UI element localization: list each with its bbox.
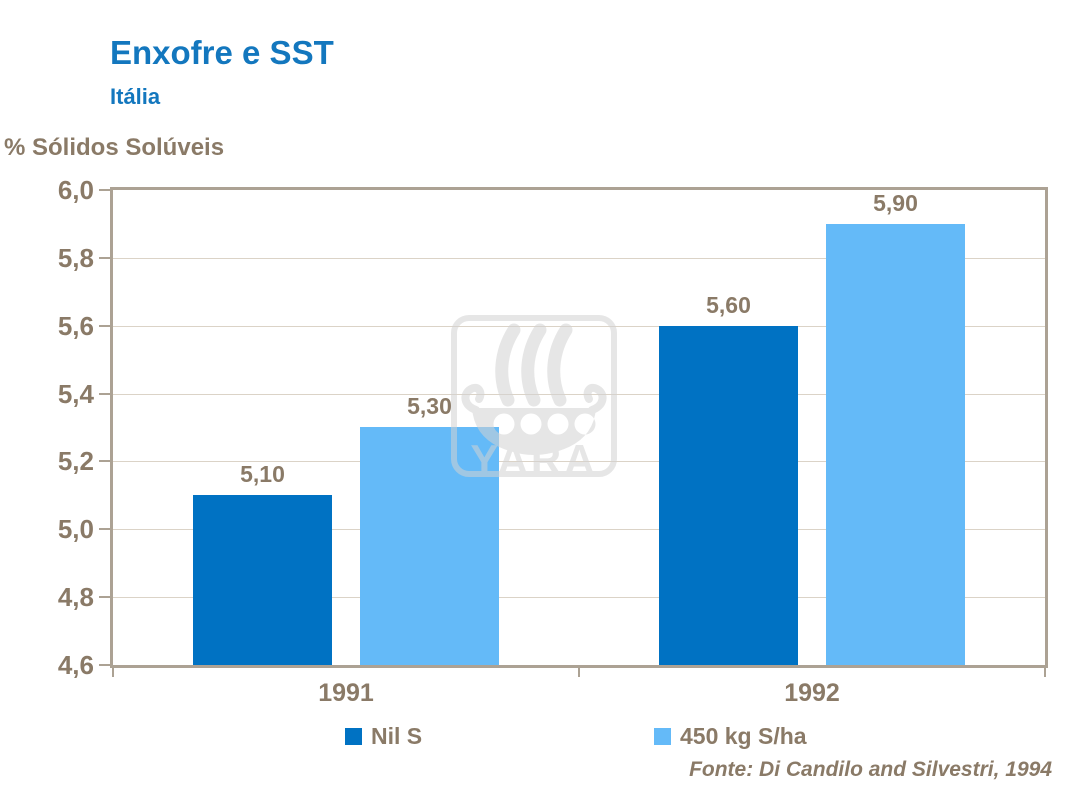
bar-1991-Nil S (193, 495, 332, 665)
bar-1992-Nil S (659, 326, 798, 665)
legend-label-450 kg S/ha: 450 kg S/ha (680, 722, 807, 749)
x-axis-tick-0 (112, 667, 114, 677)
y-tick-label-5,8: 5,8 (57, 243, 94, 273)
legend-swatch-Nil S (345, 727, 362, 745)
y-axis-tick-5,4 (99, 393, 112, 395)
y-tick-label-6,0: 6,0 (57, 175, 94, 205)
plot-area (113, 190, 1045, 665)
y-axis-tick-5,6 (99, 325, 112, 327)
y-axis-tick-5,2 (99, 460, 112, 462)
value-label-1992-Nil S: 5,60 (706, 292, 751, 318)
gridline-5,0 (113, 529, 1045, 530)
value-label-1991-450 kg S/ha: 5,30 (407, 393, 452, 419)
x-category-label-1991: 1991 (318, 679, 374, 707)
chart-subtitle: Itália (110, 84, 161, 109)
y-tick-label-4,6: 4,6 (57, 650, 94, 680)
gridline-5,8 (113, 258, 1045, 259)
x-category-label-1992: 1992 (784, 679, 840, 707)
legend-label-Nil S: Nil S (371, 722, 423, 749)
value-label-1992-450 kg S/ha: 5,90 (873, 190, 918, 216)
y-tick-label-5,0: 5,0 (57, 514, 94, 544)
y-tick-label-5,2: 5,2 (57, 446, 94, 476)
y-axis-title: % Sólidos Solúveis (4, 134, 225, 161)
y-tick-label-5,4: 5,4 (57, 379, 94, 409)
bar-1991-450 kg S/ha (360, 427, 499, 665)
y-tick-label-5,6: 5,6 (57, 311, 94, 341)
x-axis-tick-2 (1044, 667, 1046, 677)
x-axis-tick-1 (578, 667, 580, 677)
legend-swatch-450 kg S/ha (654, 727, 671, 745)
chart-title: Enxofre e SST (110, 34, 334, 71)
source-citation: Fonte: Di Candilo and Silvestri, 1994 (689, 758, 1052, 781)
value-label-1991-Nil S: 5,10 (240, 461, 285, 487)
legend-item-450 kg S/ha: 450 kg S/ha (654, 722, 807, 750)
y-axis-tick-4,8 (99, 596, 112, 598)
bar-1992-450 kg S/ha (826, 224, 965, 665)
gridline-4,8 (113, 597, 1045, 598)
legend: Nil S 450 kg S/ha (0, 722, 1068, 752)
y-axis-tick-4,6 (99, 664, 112, 666)
y-tick-label-4,8: 4,8 (57, 582, 94, 612)
y-axis-tick-6,0 (99, 189, 112, 191)
legend-item-Nil S: Nil S (345, 722, 422, 750)
y-axis-tick-5,0 (99, 528, 112, 530)
y-axis-tick-5,8 (99, 257, 112, 259)
